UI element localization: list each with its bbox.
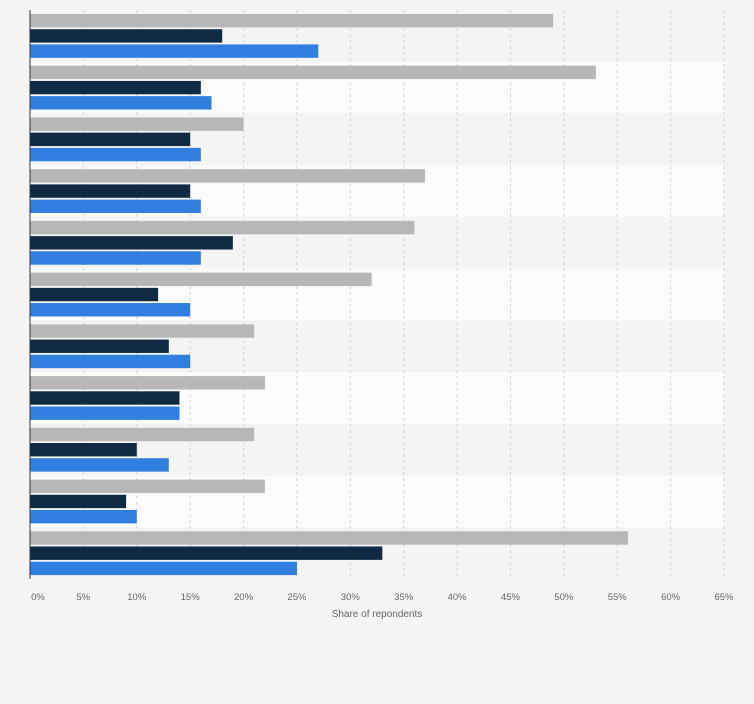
x-tick-label: 65% bbox=[714, 592, 734, 603]
bar bbox=[30, 272, 372, 287]
x-tick-label: 5% bbox=[77, 592, 91, 603]
bar bbox=[30, 14, 554, 28]
bar bbox=[30, 96, 212, 110]
bar bbox=[30, 354, 191, 369]
bar bbox=[30, 220, 415, 235]
bar bbox=[30, 199, 201, 213]
bar bbox=[30, 303, 191, 317]
x-tick-label: 15% bbox=[181, 592, 201, 603]
bar bbox=[30, 147, 201, 162]
x-tick-label: 30% bbox=[341, 592, 361, 603]
bar bbox=[30, 117, 244, 131]
bar bbox=[30, 509, 137, 524]
x-tick-label: 20% bbox=[234, 592, 254, 603]
x-tick-label: 10% bbox=[127, 592, 147, 603]
x-tick-label: 40% bbox=[448, 592, 468, 603]
x-tick-label: 60% bbox=[661, 592, 681, 603]
bar bbox=[30, 29, 223, 43]
bar bbox=[30, 427, 255, 442]
bar bbox=[30, 443, 137, 457]
bar bbox=[30, 531, 628, 545]
bar bbox=[30, 376, 265, 390]
bar bbox=[30, 479, 265, 493]
bar bbox=[30, 406, 180, 420]
bar bbox=[30, 324, 255, 338]
bar bbox=[30, 561, 297, 576]
bar bbox=[30, 251, 201, 265]
x-tick-label: 0% bbox=[31, 592, 45, 603]
bar bbox=[30, 546, 383, 560]
x-axis-title: Share of repondents bbox=[332, 609, 423, 620]
bar bbox=[30, 494, 127, 509]
bar bbox=[30, 287, 159, 302]
bar bbox=[30, 184, 191, 198]
x-tick-label: 45% bbox=[501, 592, 521, 603]
bar bbox=[30, 169, 426, 183]
x-axis-ticks: 0% 5% 10% 15% 20% 25% 30% 35% 40% 45% 50% 55% 60% 65% bbox=[31, 592, 734, 603]
bar bbox=[30, 458, 169, 472]
x-tick-label: 25% bbox=[287, 592, 307, 603]
x-tick-label: 35% bbox=[394, 592, 414, 603]
x-tick-label: 55% bbox=[608, 592, 628, 603]
bar bbox=[30, 339, 169, 353]
x-tick-label: 50% bbox=[554, 592, 574, 603]
bar bbox=[30, 236, 233, 250]
bar bbox=[30, 44, 319, 58]
bar bbox=[30, 391, 180, 405]
bar bbox=[30, 80, 201, 95]
bar bbox=[30, 132, 191, 147]
bar bbox=[30, 65, 596, 80]
bars bbox=[30, 14, 628, 576]
